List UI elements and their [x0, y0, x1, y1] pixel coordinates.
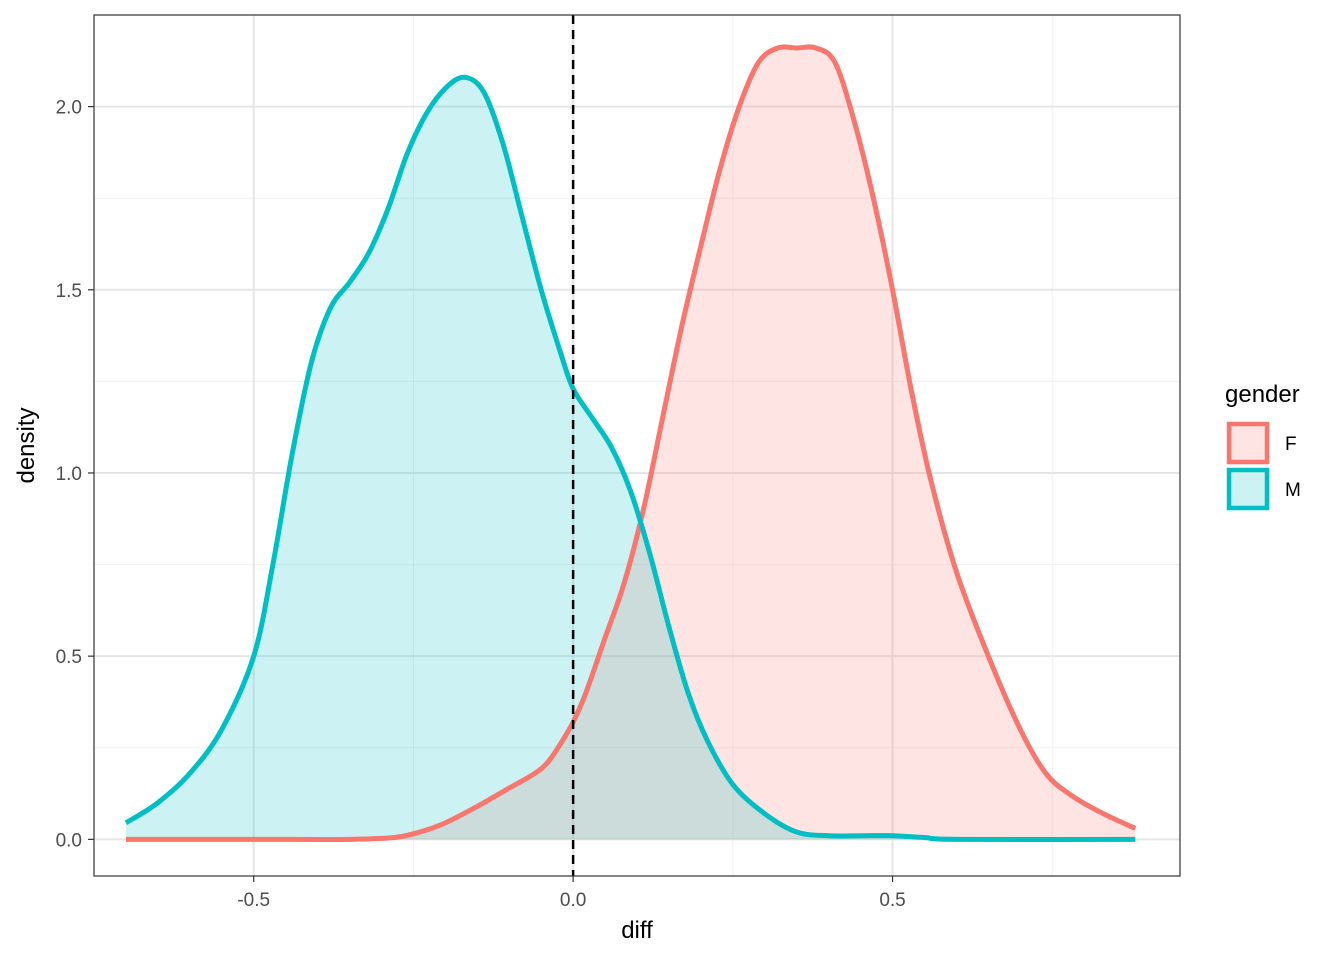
- y-tick-label: 0.5: [56, 647, 82, 668]
- legend-title: gender: [1225, 381, 1300, 408]
- legend-items: FM: [1226, 421, 1301, 511]
- legend-key-F: [1226, 421, 1270, 465]
- y-axis-title: density: [13, 407, 40, 483]
- legend-label-F: F: [1285, 434, 1297, 455]
- x-axis-title: diff: [621, 917, 653, 944]
- legend-key-M: [1226, 467, 1270, 511]
- legend: gender FM: [1225, 381, 1301, 511]
- legend-key-bg-M: [1229, 470, 1267, 508]
- density-line-F: [125, 44, 1137, 842]
- panel-background: [94, 15, 1180, 876]
- y-tick-label: 1.5: [56, 281, 82, 302]
- y-tick-label: 2.0: [56, 98, 82, 119]
- x-tick-label: 0.5: [879, 890, 905, 911]
- density-lines: [124, 44, 1137, 842]
- x-tick-label: 0.0: [560, 890, 586, 911]
- y-axis-ticks: 0.0 0.5 1.0 1.5 2.0: [56, 98, 94, 851]
- x-axis-ticks: -0.5 0.0 0.5: [237, 876, 906, 911]
- legend-label-M: M: [1285, 480, 1301, 501]
- y-tick-label: 1.0: [56, 464, 82, 485]
- x-tick-label: -0.5: [237, 890, 270, 911]
- panel-border: [93, 14, 1181, 877]
- y-tick-label: 0.0: [56, 830, 82, 851]
- legend-key-bg-F: [1229, 424, 1267, 462]
- density-area-M: [125, 77, 1136, 840]
- density-line-M: [124, 74, 1136, 842]
